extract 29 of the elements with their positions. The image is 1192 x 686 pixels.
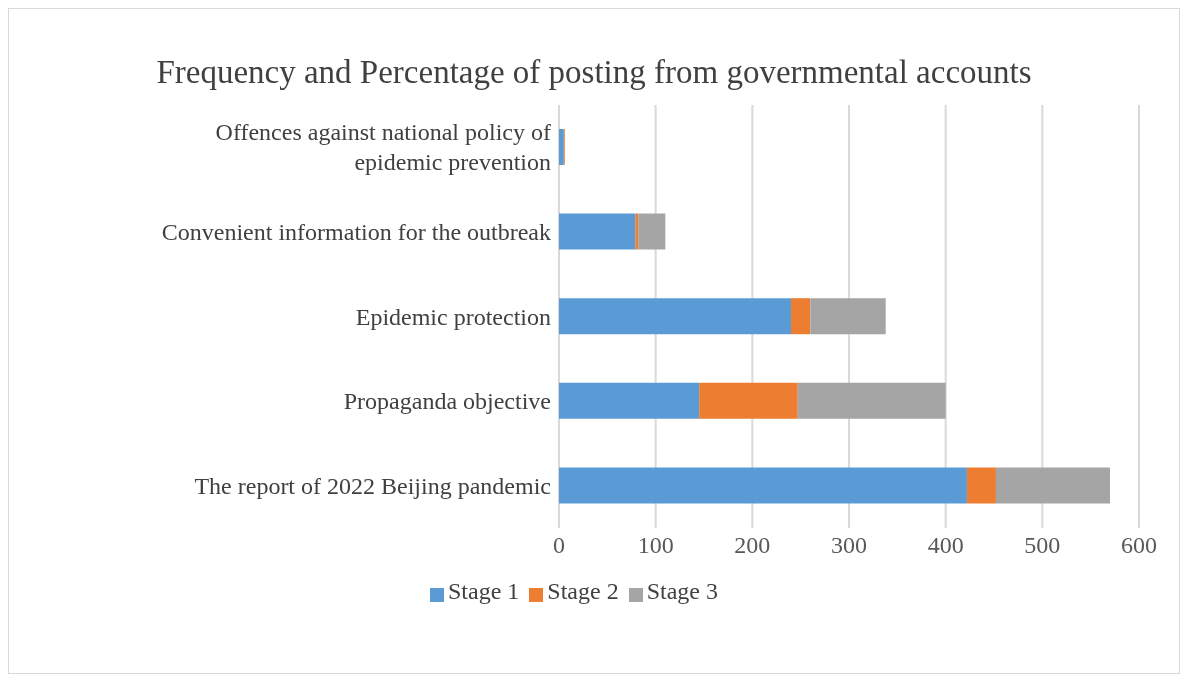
bar [699, 382, 798, 419]
y-tick-label: Convenient information for the outbreak [161, 218, 551, 245]
y-tick-label: Offences against national policy of epidemic prevention [215, 119, 551, 176]
bar [559, 382, 700, 419]
bar [559, 467, 967, 504]
y-tick-label: Propaganda objective [343, 388, 551, 415]
y-tick-label: The report of 2022 Beijing pandemic [194, 472, 551, 499]
bar [797, 382, 946, 419]
y-tick-label: Epidemic protection [355, 303, 551, 330]
x-tick-label: 0 [553, 532, 565, 559]
bar [559, 129, 564, 165]
bar [635, 213, 639, 250]
bar [966, 467, 996, 504]
x-tick-label: 600 [1121, 532, 1157, 559]
bar [559, 298, 791, 335]
x-tick-label: 300 [831, 532, 867, 559]
bar [559, 213, 636, 250]
bar [791, 298, 811, 335]
bar [995, 467, 1110, 504]
chart-title: Frequency and Percentage of posting from governmental accounts [155, 53, 1033, 92]
bar [638, 213, 666, 250]
x-tick-label: 500 [1024, 532, 1061, 559]
bar [810, 298, 886, 335]
x-tick-label: 100 [637, 532, 674, 559]
legend-label: Stage 2 [547, 578, 619, 604]
x-tick-label: 200 [734, 532, 771, 559]
x-tick-label: 400 [927, 532, 964, 559]
legend-label: Stage 1 [448, 578, 520, 604]
legend-label: Stage 3 [646, 578, 718, 604]
